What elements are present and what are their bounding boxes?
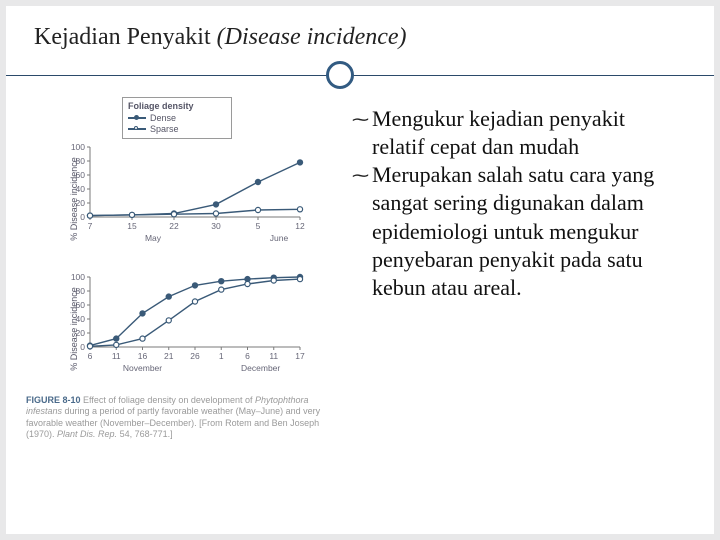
- legend-title: Foliage density: [128, 101, 226, 111]
- svg-text:16: 16: [138, 351, 148, 361]
- bullet-icon: ⁓: [352, 105, 369, 161]
- bullet-item: ⁓Mengukur kejadian penyakit relatif cepa…: [352, 105, 678, 161]
- svg-text:22: 22: [169, 221, 179, 231]
- svg-text:June: June: [270, 233, 289, 243]
- bullet-text: Merupakan salah satu cara yang sangat se…: [372, 161, 678, 302]
- caption-body-3: 54, 768-771.]: [117, 429, 173, 439]
- svg-text:15: 15: [127, 221, 137, 231]
- bullet-item: ⁓Merupakan salah satu cara yang sangat s…: [352, 161, 678, 302]
- svg-text:6: 6: [88, 351, 93, 361]
- svg-text:11: 11: [269, 351, 278, 361]
- legend-item: Sparse: [128, 124, 226, 134]
- svg-text:17: 17: [295, 351, 305, 361]
- chart-legend: Foliage density DenseSparse: [122, 97, 232, 139]
- svg-text:5: 5: [256, 221, 261, 231]
- title-italic: (Disease incidence): [217, 24, 407, 50]
- title-region: Kejadian Penyakit (Disease incidence): [6, 6, 714, 57]
- chart-top: % Disease incidence 02040608010071522305…: [66, 141, 336, 257]
- page-title: Kejadian Penyakit (Disease incidence): [34, 24, 686, 51]
- chart-bottom: % Disease incidence 02040608010061116212…: [66, 271, 336, 387]
- legend-line-icon: [128, 117, 146, 119]
- caption-ital-2: Plant Dis. Rep.: [57, 429, 117, 439]
- bullet-icon: ⁓: [352, 161, 369, 302]
- legend-label: Sparse: [150, 124, 179, 134]
- legend-item: Dense: [128, 113, 226, 123]
- svg-text:6: 6: [245, 351, 250, 361]
- svg-text:November: November: [123, 363, 162, 373]
- text-panel: ⁓Mengukur kejadian penyakit relatif cepa…: [346, 93, 704, 440]
- divider-line: [6, 75, 714, 76]
- svg-text:12: 12: [295, 221, 305, 231]
- svg-text:0: 0: [80, 212, 85, 222]
- svg-text:7: 7: [88, 221, 93, 231]
- svg-text:100: 100: [71, 142, 85, 152]
- legend-line-icon: [128, 128, 146, 130]
- svg-text:100: 100: [71, 272, 85, 282]
- svg-text:0: 0: [80, 342, 85, 352]
- svg-text:December: December: [241, 363, 280, 373]
- figure-panel: Foliage density DenseSparse % Disease in…: [16, 93, 346, 440]
- bullet-text: Mengukur kejadian penyakit relatif cepat…: [372, 105, 678, 161]
- svg-text:May: May: [145, 233, 162, 243]
- figure: Foliage density DenseSparse % Disease in…: [26, 97, 336, 440]
- slide: Kejadian Penyakit (Disease incidence) Fo…: [6, 6, 714, 534]
- title-text: Kejadian Penyakit: [34, 24, 217, 50]
- legend-label: Dense: [150, 113, 176, 123]
- svg-text:11: 11: [112, 351, 121, 361]
- svg-text:1: 1: [219, 351, 224, 361]
- open-marker-icon: [134, 126, 138, 130]
- svg-text:21: 21: [164, 351, 174, 361]
- filled-marker-icon: [134, 115, 139, 120]
- caption-head: FIGURE 8-10: [26, 395, 81, 405]
- ylabel-top: % Disease incidence: [69, 157, 79, 241]
- caption-body-1: Effect of foliage density on development…: [81, 395, 255, 405]
- ylabel-bottom: % Disease incidence: [69, 287, 79, 371]
- content: Foliage density DenseSparse % Disease in…: [6, 89, 714, 440]
- divider: [6, 61, 714, 89]
- svg-text:26: 26: [190, 351, 200, 361]
- divider-ring-icon: [326, 61, 354, 89]
- svg-text:30: 30: [211, 221, 221, 231]
- figure-caption: FIGURE 8-10 Effect of foliage density on…: [26, 395, 336, 440]
